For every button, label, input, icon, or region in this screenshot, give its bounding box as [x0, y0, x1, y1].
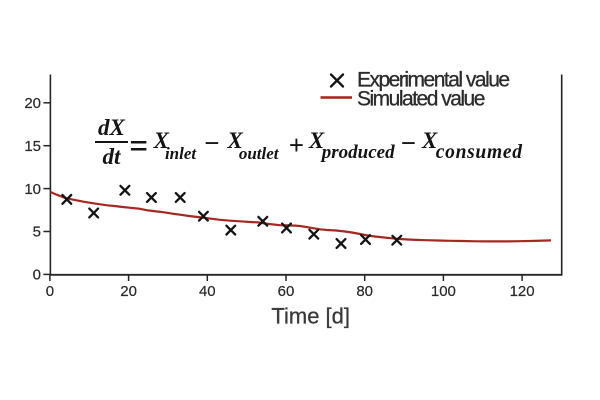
svg-text:10: 10 — [24, 181, 41, 198]
svg-text:5: 5 — [33, 224, 41, 241]
svg-text:20: 20 — [120, 283, 137, 300]
svg-text:40: 40 — [199, 283, 216, 300]
svg-text:0: 0 — [33, 267, 41, 284]
svg-text:Simulated value: Simulated value — [357, 88, 485, 111]
svg-text:20: 20 — [24, 95, 41, 112]
svg-text:60: 60 — [278, 283, 295, 300]
svg-text:100: 100 — [431, 283, 456, 300]
svg-text:120: 120 — [510, 283, 535, 300]
svg-text:80: 80 — [356, 283, 373, 300]
svg-text:Experimental value: Experimental value — [357, 69, 509, 92]
svg-text:0: 0 — [46, 283, 54, 300]
svg-text:Time [d]: Time [d] — [271, 304, 350, 329]
svg-text:15: 15 — [24, 138, 41, 155]
